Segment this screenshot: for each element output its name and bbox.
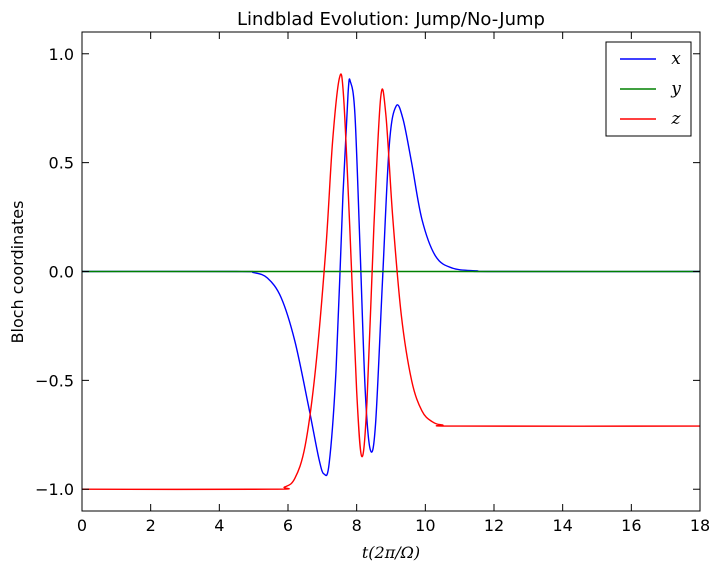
y-tick-label: −0.5 xyxy=(35,371,74,390)
x-tick-label: 0 xyxy=(77,516,87,535)
x-tick-label: 4 xyxy=(214,516,224,535)
x-tick-label: 2 xyxy=(146,516,156,535)
x-tick-label: 6 xyxy=(283,516,293,535)
chart-title: Lindblad Evolution: Jump/No-Jump xyxy=(237,9,545,30)
series-line-x xyxy=(82,78,700,477)
x-tick-label: 14 xyxy=(552,516,572,535)
y-tick-label: −1.0 xyxy=(35,480,74,499)
legend-label-y: y xyxy=(670,79,681,99)
y-tick-label: 0.0 xyxy=(49,263,74,282)
x-tick-label: 10 xyxy=(415,516,435,535)
y-tick-label: 0.5 xyxy=(49,154,74,173)
series-line-z xyxy=(82,73,700,491)
y-tick-label: 1.0 xyxy=(49,45,74,64)
legend-label-x: x xyxy=(671,49,681,69)
x-tick-label: 12 xyxy=(484,516,504,535)
plot-area xyxy=(82,73,700,491)
legend-label-z: z xyxy=(671,109,682,129)
x-axis-label: t(2π/Ω) xyxy=(362,543,420,562)
x-tick-label: 8 xyxy=(352,516,362,535)
x-tick-label: 18 xyxy=(690,516,710,535)
y-axis-label: Bloch coordinates xyxy=(8,201,27,344)
x-tick-label: 16 xyxy=(621,516,641,535)
